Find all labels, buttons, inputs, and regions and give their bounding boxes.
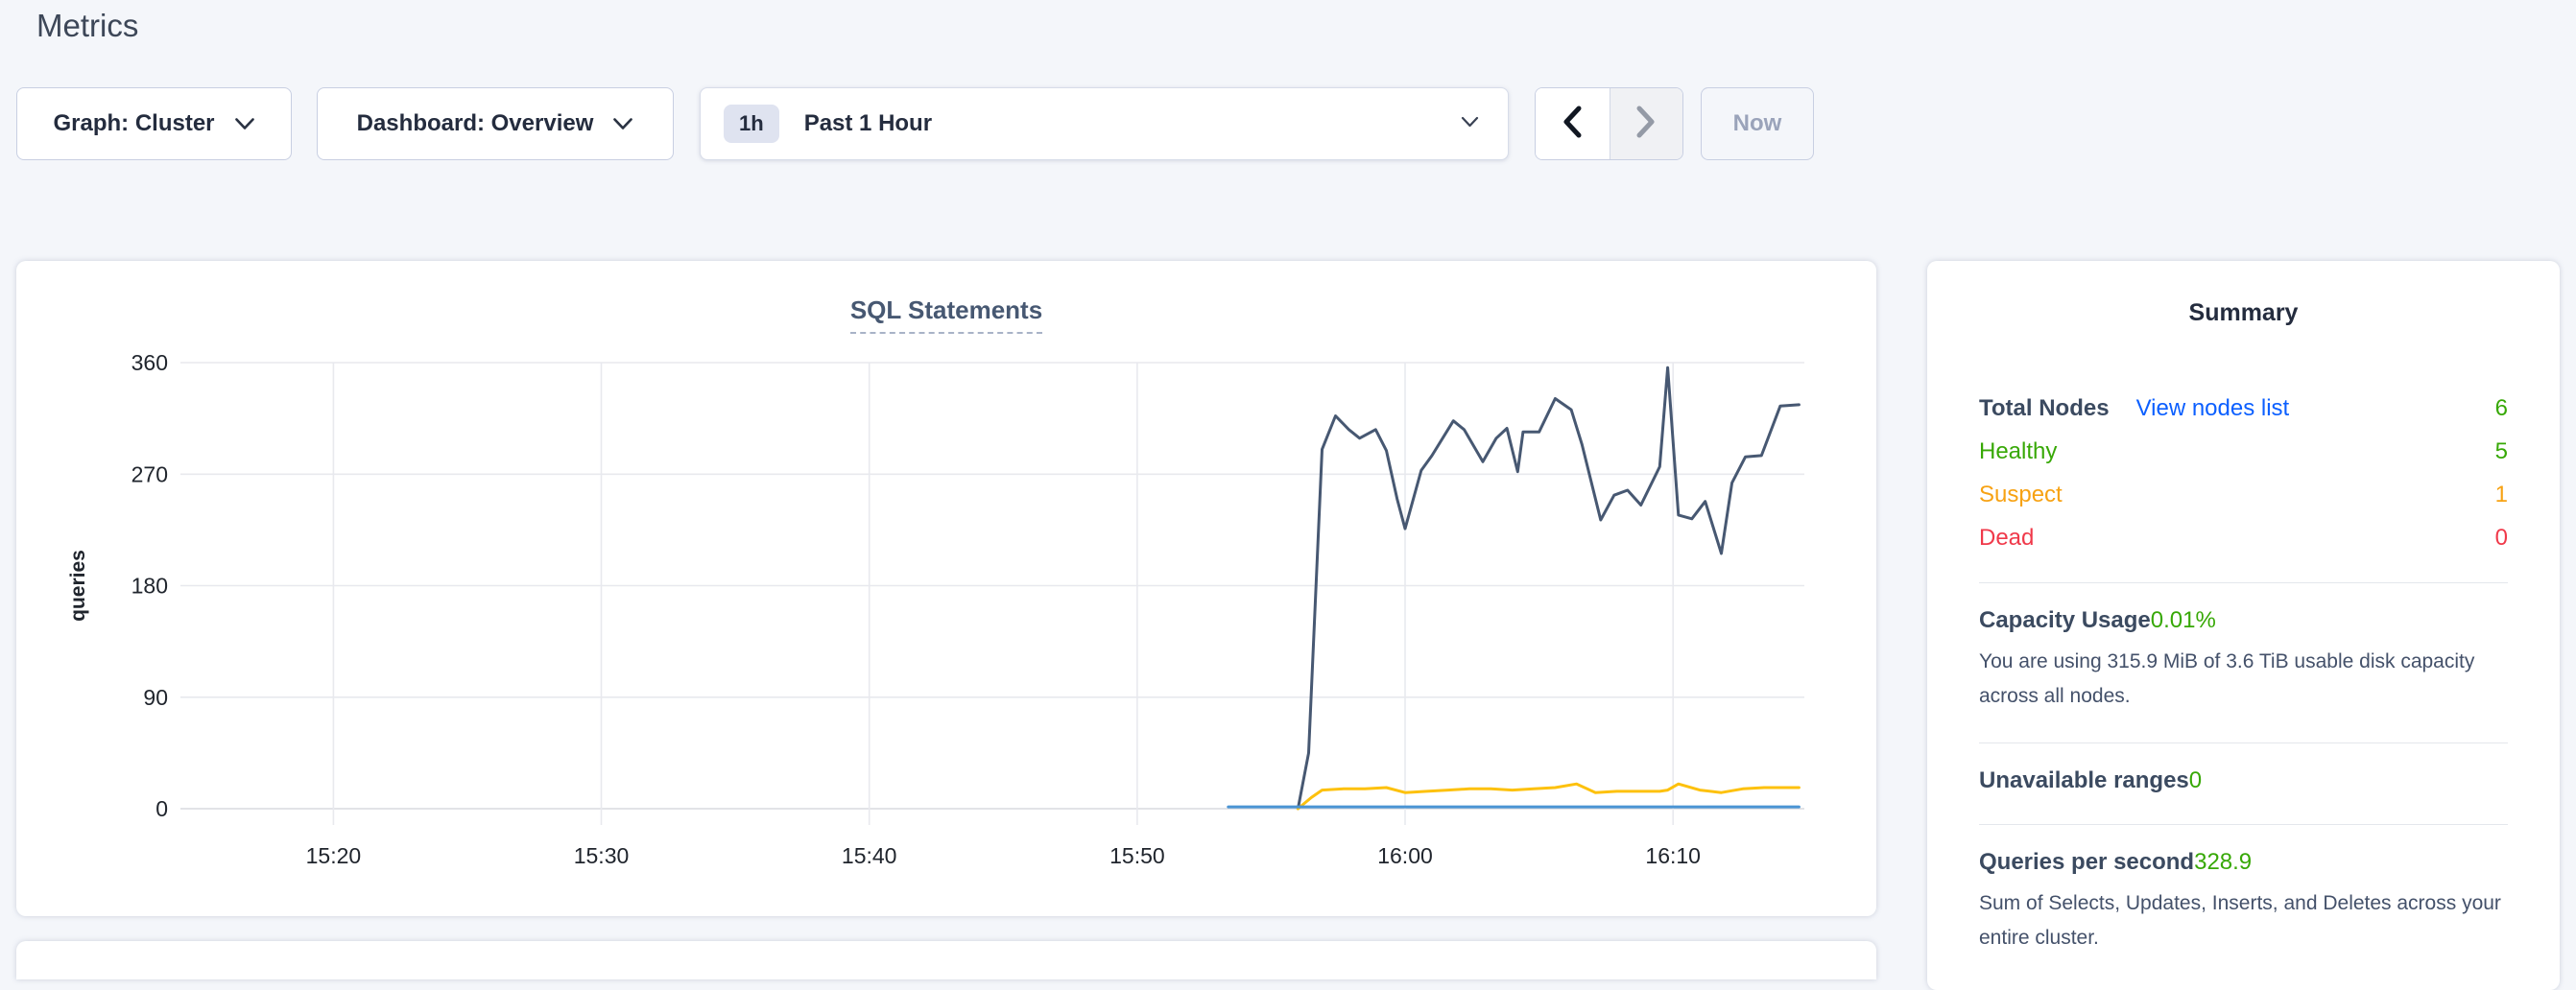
- time-window-pager: [1535, 87, 1683, 160]
- sql-statements-chart[interactable]: 0 90 180 270 360 15:20 15:30 15:40 15:50 16:00 16:…: [16, 261, 1876, 916]
- x-tick-label: 15:50: [1109, 843, 1165, 868]
- divider: [1979, 824, 2508, 825]
- queries-per-second-value: 328.9: [2194, 849, 2253, 875]
- healthy-label: Healthy: [1979, 437, 2058, 464]
- suspect-label: Suspect: [1979, 481, 2063, 507]
- now-button[interactable]: Now: [1701, 87, 1814, 160]
- x-tick-label: 16:00: [1377, 843, 1433, 868]
- toolbar: Graph: Cluster Dashboard: Overview 1h Pa…: [0, 87, 2576, 160]
- divider: [1979, 582, 2508, 583]
- y-tick-label: 90: [143, 685, 168, 710]
- total-nodes-row: Total Nodes View nodes list 6: [1979, 387, 2508, 430]
- next-chart-card-partial: [16, 941, 1876, 979]
- y-tick-label: 180: [131, 574, 168, 599]
- chart-title[interactable]: SQL Statements: [849, 295, 1043, 334]
- time-range-label: Past 1 Hour: [803, 110, 933, 136]
- page-title: Metrics: [36, 8, 139, 43]
- y-tick-label: 0: [155, 796, 168, 821]
- chevron-left-icon: [1561, 105, 1584, 144]
- total-nodes-label: Total Nodes: [1979, 394, 2110, 421]
- unavailable-ranges-value: 0: [2188, 767, 2203, 793]
- healthy-value: 5: [2494, 437, 2508, 464]
- chevron-down-icon: [234, 117, 255, 130]
- metrics-page: { "page": { "title": "Metrics" }, "color…: [0, 8, 2576, 990]
- dead-label: Dead: [1979, 524, 2035, 551]
- chevron-right-icon: [1634, 105, 1658, 144]
- capacity-usage-label: Capacity Usage: [1979, 607, 2151, 633]
- divider: [1979, 742, 2508, 743]
- queries-per-second-label: Queries per second: [1979, 849, 2195, 875]
- capacity-usage-row: Capacity Usage 0.01%: [1979, 606, 2508, 635]
- y-tick-label: 270: [131, 461, 168, 486]
- line-2-yellow: [1296, 782, 1801, 811]
- x-tick-label: 16:10: [1645, 843, 1701, 868]
- next-window-button[interactable]: [1609, 88, 1682, 159]
- nodes-block: Total Nodes View nodes list 6 Healthy 5 …: [1979, 387, 2508, 559]
- healthy-nodes-row: Healthy 5: [1979, 430, 2508, 473]
- x-tick-label: 15:30: [574, 843, 630, 868]
- chevron-down-icon: [1461, 115, 1479, 132]
- line-1-dark-slate: [1296, 365, 1801, 811]
- graph-dropdown[interactable]: Graph: Cluster: [16, 87, 292, 160]
- queries-per-second-row: Queries per second 328.9: [1979, 848, 2508, 877]
- summary-title: Summary: [2188, 299, 2299, 326]
- suspect-nodes-row: Suspect 1: [1979, 473, 2508, 516]
- summary-panel: Summary Total Nodes View nodes list 6 He…: [1927, 261, 2560, 990]
- dead-nodes-row: Dead 0: [1979, 516, 2508, 559]
- y-axis-title: queries: [67, 550, 89, 622]
- sql-statements-chart-card: SQL Statements 0 90 180 270 360 15:20 15:30 15:…: [16, 261, 1876, 916]
- capacity-usage-value: 0.01%: [2150, 607, 2216, 633]
- view-nodes-list-link[interactable]: View nodes list: [2135, 394, 2290, 421]
- capacity-usage-description: You are using 315.9 MiB of 3.6 TiB usabl…: [1979, 650, 2475, 707]
- time-range-dropdown[interactable]: 1h Past 1 Hour: [700, 87, 1509, 160]
- x-tick-label: 15:20: [306, 843, 362, 868]
- chart-title-wrap: SQL Statements: [16, 295, 1876, 334]
- dead-value: 0: [2494, 524, 2508, 551]
- dashboard-dropdown[interactable]: Dashboard: Overview: [317, 87, 674, 160]
- total-nodes-value: 6: [2494, 394, 2508, 421]
- y-tick-label: 360: [131, 350, 168, 375]
- previous-window-button[interactable]: [1536, 88, 1610, 159]
- chevron-down-icon: [612, 117, 633, 130]
- graph-dropdown-label: Graph: Cluster: [53, 110, 215, 136]
- x-tick-label: 15:40: [842, 843, 897, 868]
- queries-per-second-description: Sum of Selects, Updates, Inserts, and De…: [1979, 892, 2501, 949]
- suspect-value: 1: [2494, 481, 2508, 507]
- dashboard-dropdown-label: Dashboard: Overview: [356, 110, 594, 136]
- unavailable-ranges-label: Unavailable ranges: [1979, 767, 2189, 793]
- time-range-badge: 1h: [724, 105, 779, 143]
- unavailable-ranges-row: Unavailable ranges 0: [1979, 766, 2508, 795]
